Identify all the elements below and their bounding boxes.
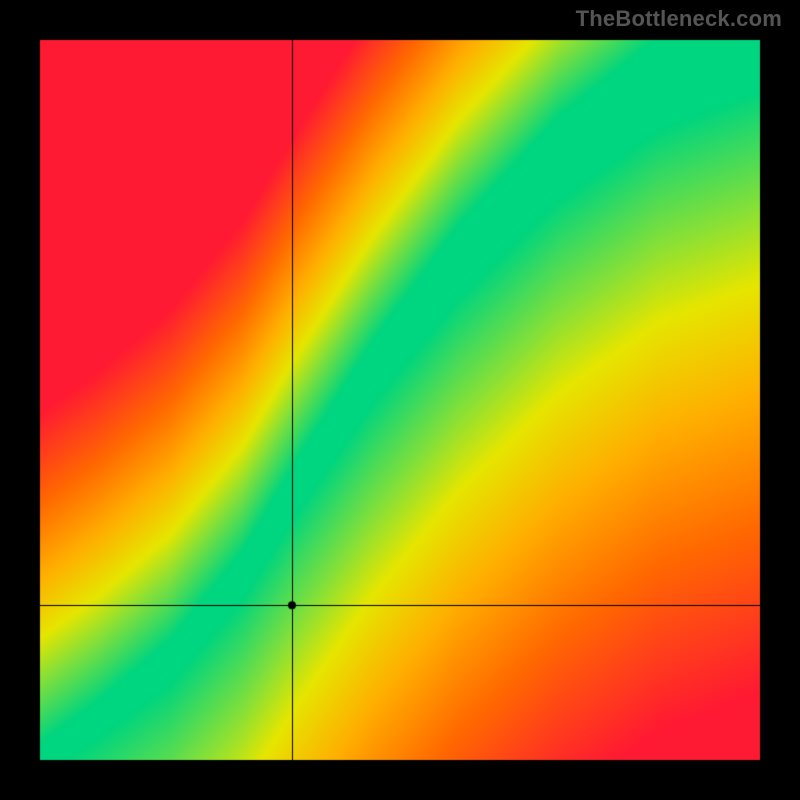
watermark-text: TheBottleneck.com — [576, 6, 782, 32]
root: TheBottleneck.com — [0, 0, 800, 800]
heatmap-canvas — [0, 0, 800, 800]
